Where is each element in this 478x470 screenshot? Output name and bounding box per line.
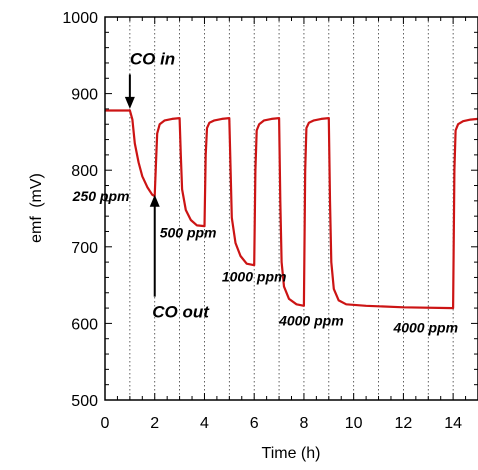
y-axis-title: emf (mV)	[28, 173, 45, 243]
y-tick-label: 700	[71, 240, 98, 257]
series-layer	[105, 109, 478, 310]
emf-series-line	[105, 109, 478, 310]
x-tick-label: 6	[250, 415, 259, 432]
concentration-label: 4000 ppm	[392, 320, 458, 336]
y-tick-label: 900	[71, 87, 98, 104]
concentration-label: 250 ppm	[72, 188, 130, 204]
x-axis-title: Time (h)	[262, 445, 321, 462]
y-tick-label: 800	[71, 163, 98, 180]
concentration-label: 4000 ppm	[278, 313, 344, 329]
annotation-label: CO in	[130, 49, 175, 68]
annotations: CO in CO out 250 ppm 500 ppm 1000 ppm 4000 pp…	[72, 49, 458, 335]
x-tick-label: 2	[150, 415, 159, 432]
x-tick-label: 14	[444, 415, 462, 432]
x-tick-label: 12	[395, 415, 413, 432]
co-in-arrow-head	[124, 96, 135, 109]
y-axis-title-main: emf	[28, 216, 45, 243]
annotation-label: CO out	[152, 302, 210, 321]
plot-frame	[104, 16, 478, 401]
concentration-label: 1000 ppm	[222, 268, 287, 284]
co-out-arrow-head	[149, 194, 160, 207]
concentration-label: 500 ppm	[160, 225, 217, 241]
y-tick-label: 500	[71, 393, 98, 410]
y-tick-label: 600	[71, 316, 98, 333]
plot-area	[105, 17, 478, 400]
x-tick-label: 10	[345, 415, 363, 432]
y-tick-label: 1000	[62, 10, 98, 27]
x-tick-label: 0	[101, 415, 110, 432]
x-tick-label: 8	[299, 415, 308, 432]
y-axis-title-unit: (mV)	[28, 173, 45, 208]
tick-labels: 0 2 4 6 8 10 12 14 500 600 700 800 900 1000	[62, 10, 462, 432]
x-tick-label: 4	[200, 415, 209, 432]
